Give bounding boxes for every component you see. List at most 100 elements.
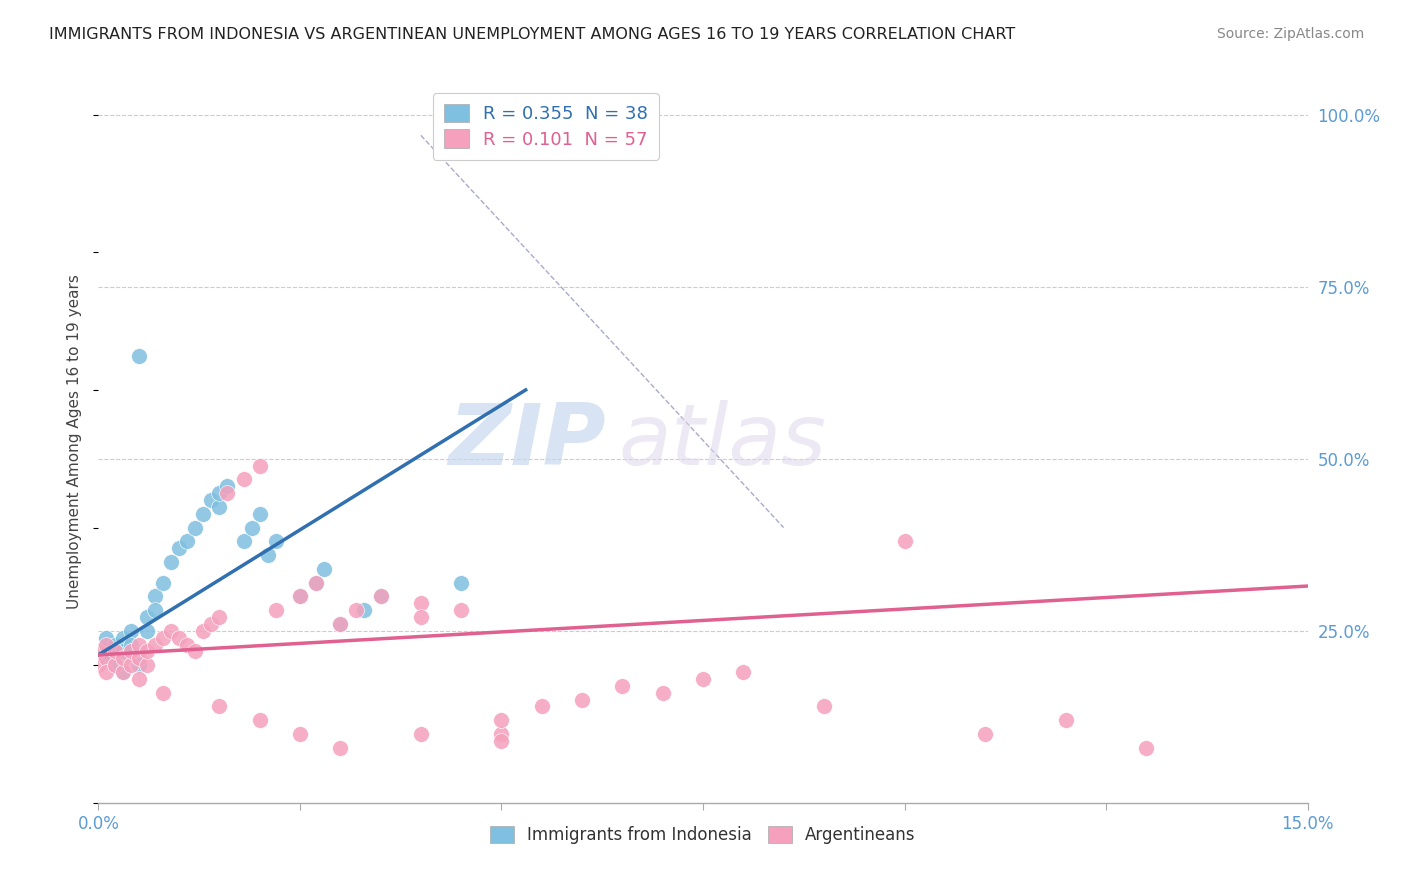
Point	[305, 575, 328, 590]
Point	[974, 727, 997, 741]
Text: atlas: atlas	[619, 400, 827, 483]
Point	[249, 507, 271, 521]
Point	[733, 665, 755, 679]
Point	[571, 692, 593, 706]
Point	[217, 486, 239, 500]
Point	[200, 616, 222, 631]
Point	[143, 638, 166, 652]
Point	[288, 590, 311, 604]
Point	[152, 686, 174, 700]
Point	[409, 596, 432, 610]
Point	[200, 493, 222, 508]
Point	[111, 631, 134, 645]
Point	[111, 665, 134, 679]
Point	[120, 624, 142, 638]
Point	[96, 631, 118, 645]
Point	[193, 624, 215, 638]
Point	[184, 644, 207, 658]
Point	[143, 590, 166, 604]
Point	[160, 555, 183, 569]
Point	[491, 734, 513, 748]
Point	[264, 534, 287, 549]
Point	[1054, 713, 1077, 727]
Point	[344, 603, 367, 617]
Point	[111, 644, 134, 658]
Point	[96, 651, 118, 665]
Point	[217, 479, 239, 493]
Point	[530, 699, 553, 714]
Point	[103, 658, 125, 673]
Point	[96, 638, 118, 652]
Y-axis label: Unemployment Among Ages 16 to 19 years: Unemployment Among Ages 16 to 19 years	[67, 274, 83, 609]
Point	[152, 575, 174, 590]
Point	[288, 590, 311, 604]
Point	[135, 658, 157, 673]
Point	[128, 672, 150, 686]
Point	[103, 644, 125, 658]
Point	[232, 472, 254, 486]
Point	[87, 644, 110, 658]
Point	[167, 541, 190, 556]
Point	[176, 638, 198, 652]
Point	[152, 631, 174, 645]
Point	[813, 699, 835, 714]
Point	[329, 616, 352, 631]
Point	[184, 520, 207, 534]
Point	[651, 686, 673, 700]
Text: IMMIGRANTS FROM INDONESIA VS ARGENTINEAN UNEMPLOYMENT AMONG AGES 16 TO 19 YEARS : IMMIGRANTS FROM INDONESIA VS ARGENTINEAN…	[49, 27, 1015, 42]
Point	[409, 610, 432, 624]
Point	[128, 349, 150, 363]
Point	[87, 658, 110, 673]
Point	[1135, 740, 1157, 755]
Point	[96, 665, 118, 679]
Point	[176, 534, 198, 549]
Point	[128, 651, 150, 665]
Point	[96, 651, 118, 665]
Point	[96, 644, 118, 658]
Point	[208, 500, 231, 514]
Point	[160, 624, 183, 638]
Point	[135, 610, 157, 624]
Point	[450, 575, 472, 590]
Point	[103, 638, 125, 652]
Point	[111, 665, 134, 679]
Point	[370, 590, 392, 604]
Point	[329, 740, 352, 755]
Point	[193, 507, 215, 521]
Point	[135, 624, 157, 638]
Point	[491, 713, 513, 727]
Point	[450, 603, 472, 617]
Point	[329, 616, 352, 631]
Point	[103, 658, 125, 673]
Point	[135, 644, 157, 658]
Point	[143, 603, 166, 617]
Point	[120, 658, 142, 673]
Point	[111, 651, 134, 665]
Point	[128, 658, 150, 673]
Point	[491, 727, 513, 741]
Text: ZIP: ZIP	[449, 400, 606, 483]
Point	[249, 458, 271, 473]
Point	[208, 610, 231, 624]
Point	[288, 727, 311, 741]
Point	[120, 638, 142, 652]
Text: Source: ZipAtlas.com: Source: ZipAtlas.com	[1216, 27, 1364, 41]
Point	[232, 534, 254, 549]
Point	[353, 603, 375, 617]
Point	[692, 672, 714, 686]
Point	[370, 590, 392, 604]
Point	[305, 575, 328, 590]
Point	[120, 644, 142, 658]
Point	[612, 679, 634, 693]
Point	[264, 603, 287, 617]
Point	[208, 699, 231, 714]
Point	[208, 486, 231, 500]
Point	[409, 727, 432, 741]
Point	[249, 713, 271, 727]
Point	[893, 534, 915, 549]
Point	[314, 562, 336, 576]
Point	[128, 638, 150, 652]
Point	[240, 520, 263, 534]
Point	[167, 631, 190, 645]
Legend: Immigrants from Indonesia, Argentineans: Immigrants from Indonesia, Argentineans	[482, 817, 924, 852]
